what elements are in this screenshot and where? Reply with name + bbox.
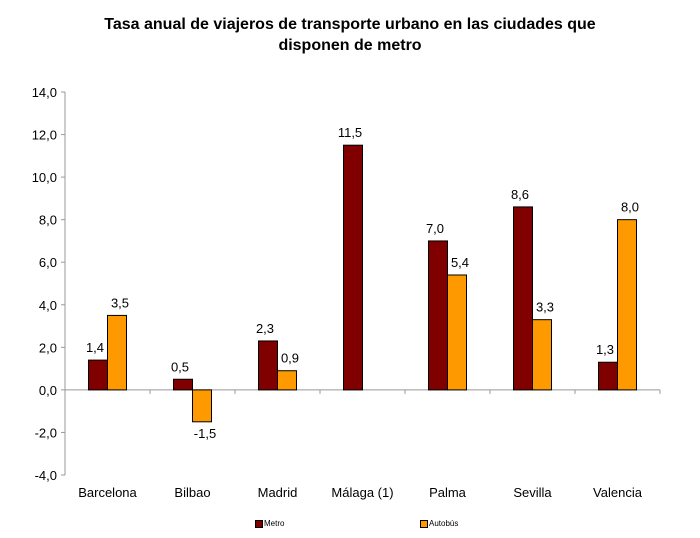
legend-swatch (420, 519, 428, 528)
y-tick-label: 2,0 (39, 340, 57, 355)
bar-metro (258, 340, 278, 391)
legend-label: Autobús (429, 519, 459, 528)
x-tick-label: Barcelona (78, 485, 137, 500)
data-label: 5,4 (451, 255, 469, 270)
y-tick-label: 10,0 (32, 170, 57, 185)
x-tick-label: Bilbao (174, 485, 210, 500)
y-tick-label: -2,0 (35, 425, 57, 440)
legend-swatch (255, 519, 263, 528)
title-line: Tasa anual de viajeros de transporte urb… (104, 16, 596, 33)
y-tick-label: 12,0 (32, 128, 57, 143)
bar-metro (173, 378, 193, 391)
bar-autobús (107, 314, 127, 391)
data-label: 1,4 (86, 340, 104, 355)
data-label: 7,0 (426, 221, 444, 236)
x-tick-label: Málaga (1) (331, 485, 393, 500)
y-tick-label: -4,0 (35, 468, 57, 483)
bar-metro (88, 359, 108, 391)
bar-metro (343, 144, 363, 391)
y-tick-label: 14,0 (32, 85, 57, 100)
y-tick-label: 0,0 (39, 383, 57, 398)
data-label: 2,3 (256, 321, 274, 336)
y-tick-label: 6,0 (39, 255, 57, 270)
y-tick-label: 8,0 (39, 213, 57, 228)
legend-item-metro: Metro (255, 519, 284, 528)
legend-label: Metro (264, 519, 285, 528)
bar-autobús (447, 274, 467, 391)
data-label: 0,5 (171, 359, 189, 374)
bar-autobús (532, 319, 552, 391)
bar-metro (598, 361, 618, 391)
chart-title: Tasa anual de viajeros de transporte urb… (0, 14, 700, 56)
data-label: 3,3 (536, 300, 554, 315)
data-label: 3,5 (111, 295, 129, 310)
bar-metro (513, 206, 533, 391)
x-tick-label: Sevilla (513, 485, 552, 500)
data-label: 0,9 (281, 351, 299, 366)
data-label: -1,5 (194, 426, 216, 441)
y-tick-label: 4,0 (39, 298, 57, 313)
bar-autobús (617, 219, 637, 391)
bar-metro (428, 240, 448, 391)
legend-item-autobus: Autobús (420, 519, 458, 528)
data-label: 8,6 (511, 187, 529, 202)
x-tick-label: Madrid (258, 485, 298, 500)
x-tick-label: Palma (429, 485, 467, 500)
data-label: 8,0 (621, 200, 639, 215)
bar-autobús (192, 389, 212, 423)
data-label: 1,3 (596, 342, 614, 357)
x-tick-label: Valencia (593, 485, 643, 500)
data-label: 11,5 (338, 125, 362, 140)
bar-autobús (277, 370, 297, 391)
title-line: disponen de metro (278, 37, 422, 54)
